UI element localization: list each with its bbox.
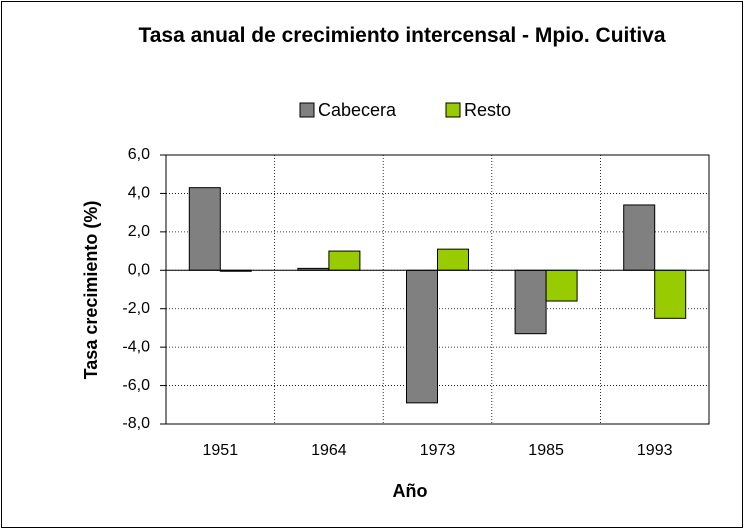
y-tick-label: 0,0 xyxy=(128,262,150,279)
legend-swatch xyxy=(299,102,315,118)
y-tick-label: -4,0 xyxy=(122,338,150,355)
legend-label: Resto xyxy=(464,100,511,120)
legend-label: Cabecera xyxy=(318,100,397,120)
y-axis-label: Tasa crecimiento (%) xyxy=(81,201,101,380)
y-tick-label: -2,0 xyxy=(122,300,150,317)
bar xyxy=(623,204,656,271)
bar xyxy=(188,187,221,271)
bar xyxy=(406,269,438,404)
chart-title: Tasa anual de crecimiento intercensal - … xyxy=(138,24,666,47)
bar xyxy=(654,269,687,319)
y-tick-label: -6,0 xyxy=(122,377,150,394)
bar xyxy=(437,248,469,271)
x-axis-label: Año xyxy=(393,481,428,501)
y-tick-label: 6,0 xyxy=(128,146,150,163)
x-tick-label: 1985 xyxy=(528,442,564,459)
bar xyxy=(514,269,547,335)
y-tick-label: 2,0 xyxy=(128,223,150,240)
x-tick-label: 1951 xyxy=(203,442,239,459)
x-tick-label: 1993 xyxy=(637,442,673,459)
bar xyxy=(328,250,361,271)
legend-swatch xyxy=(445,102,461,118)
bar xyxy=(545,269,578,302)
y-tick-label: -8,0 xyxy=(122,415,150,432)
x-tick-label: 1973 xyxy=(420,442,456,459)
y-tick-label: 4,0 xyxy=(128,185,150,202)
x-tick-label: 1964 xyxy=(311,442,347,459)
